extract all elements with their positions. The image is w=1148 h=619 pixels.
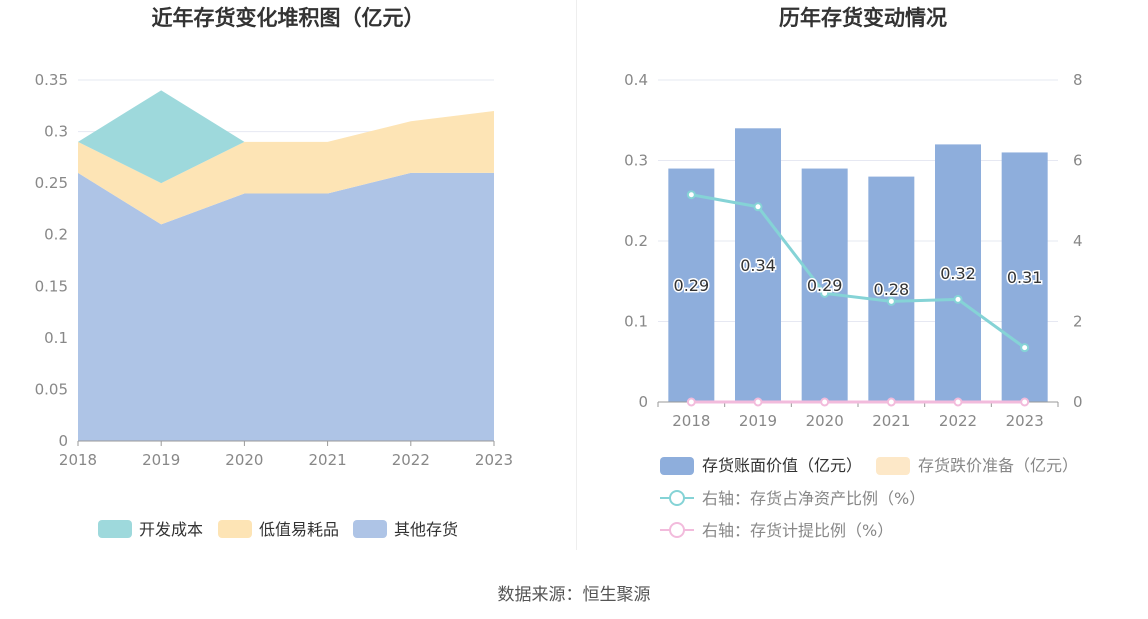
bar-data-label: 0.29 xyxy=(807,276,843,295)
bar-inventory-value xyxy=(868,176,915,402)
legend-swatch xyxy=(218,520,252,538)
point-net-asset-ratio xyxy=(820,288,830,298)
point-net-asset-ratio xyxy=(953,294,963,304)
legend-label: 其他存货 xyxy=(394,520,458,539)
point-net-asset-ratio xyxy=(686,190,696,200)
bar-line-chart: 0 0.1 0.2 0.3 0.4 0 2 4 6 8 2018 2019 2020 2021 2022 20… xyxy=(624,71,1083,540)
y-tick-label: 0 xyxy=(638,393,648,411)
legend-swatch xyxy=(353,520,387,538)
y2-tick-label: 8 xyxy=(1073,71,1083,89)
x-tick-label: 2022 xyxy=(939,412,977,430)
bar-inventory-value xyxy=(735,128,781,403)
bar-inventory-value xyxy=(935,144,981,402)
legend-label: 右轴：存货占净资产比例（%） xyxy=(702,489,925,508)
point-net-asset-ratio xyxy=(1020,343,1030,353)
legend-swatch xyxy=(98,520,132,538)
point-provision-ratio xyxy=(820,397,830,407)
y-tick-label: 0.1 xyxy=(44,329,68,347)
stacked-area-panel: 近年存货变化堆积图（亿元） 0 0.05 0.1 0.15 0.2 0.25 0.3 0.35… xyxy=(0,0,576,560)
y-tick-label: 0.4 xyxy=(624,71,648,89)
point-net-asset-ratio xyxy=(886,296,896,306)
y2-tick-label: 2 xyxy=(1073,313,1083,331)
legend-label: 低值易耗品 xyxy=(259,520,339,539)
x-tick-label: 2023 xyxy=(1006,412,1044,430)
area-lowvalue xyxy=(78,110,494,225)
y-tick-label: 0.15 xyxy=(35,277,68,295)
legend-label: 开发成本 xyxy=(139,520,203,539)
y-tick-label: 0.2 xyxy=(44,226,68,244)
stacked-area-chart: 0 0.05 0.1 0.15 0.2 0.25 0.3 0.35 2018 2019 2020 20… xyxy=(35,71,514,539)
bar-data-label: 0.28 xyxy=(874,280,910,299)
legend-label: 存货账面价值（亿元） xyxy=(702,456,862,475)
bar-inventory-value xyxy=(1001,152,1048,402)
y2-tick-label: 6 xyxy=(1073,152,1083,170)
bar-line-panel: 历年存货变动情况 0 0.1 0.2 0.3 0.4 0 2 4 6 8 2018 2019 2020 2… xyxy=(578,0,1148,560)
legend-marker xyxy=(669,522,685,538)
bar-inventory-value xyxy=(668,168,715,402)
x-tick-label: 2022 xyxy=(392,451,430,469)
legend-swatch xyxy=(660,457,694,475)
area-other xyxy=(78,172,494,442)
x-tick-label: 2020 xyxy=(806,412,844,430)
y-tick-label: 0.3 xyxy=(624,152,648,170)
y-tick-label: 0.2 xyxy=(624,232,648,250)
y-tick-label: 0.1 xyxy=(624,313,648,331)
y-tick-label: 0.25 xyxy=(35,174,68,192)
y2-tick-label: 0 xyxy=(1073,393,1083,411)
y-tick-label: 0.35 xyxy=(35,71,68,89)
right-chart-title: 历年存货变动情况 xyxy=(779,6,947,30)
bar-inventory-value xyxy=(801,168,848,402)
x-tick-label: 2020 xyxy=(225,451,263,469)
bar-data-label: 0.29 xyxy=(674,276,710,295)
x-tick-label: 2023 xyxy=(475,451,513,469)
x-tick-label: 2018 xyxy=(672,412,710,430)
bar-data-label: 0.34 xyxy=(740,256,776,275)
bar-data-label: 0.31 xyxy=(1007,268,1043,287)
legend-marker xyxy=(669,490,685,506)
y-tick-label: 0 xyxy=(58,432,68,450)
x-tick-label: 2019 xyxy=(739,412,777,430)
area-devcost xyxy=(78,90,494,184)
point-provision-ratio xyxy=(953,397,963,407)
legend-label: 右轴：存货计提比例（%） xyxy=(702,521,893,540)
point-provision-ratio xyxy=(686,397,696,407)
legend-label: 存货跌价准备（亿元） xyxy=(918,456,1078,475)
data-source: 数据来源：恒生聚源 xyxy=(497,585,651,605)
x-tick-label: 2021 xyxy=(872,412,910,430)
point-provision-ratio xyxy=(1020,397,1030,407)
x-tick-label: 2018 xyxy=(59,451,97,469)
point-provision-ratio xyxy=(753,397,763,407)
legend-swatch xyxy=(876,457,910,475)
line-net-asset-ratio xyxy=(691,193,1026,349)
y2-tick-label: 4 xyxy=(1073,232,1083,250)
bar-data-label: 0.32 xyxy=(940,264,976,283)
x-tick-label: 2021 xyxy=(309,451,347,469)
left-chart-title: 近年存货变化堆积图（亿元） xyxy=(151,6,425,30)
y-tick-label: 0.3 xyxy=(44,123,68,141)
point-provision-ratio xyxy=(886,397,896,407)
point-net-asset-ratio xyxy=(753,202,763,212)
x-tick-label: 2019 xyxy=(142,451,180,469)
y-tick-label: 0.05 xyxy=(35,380,68,398)
panel-divider xyxy=(576,0,577,550)
